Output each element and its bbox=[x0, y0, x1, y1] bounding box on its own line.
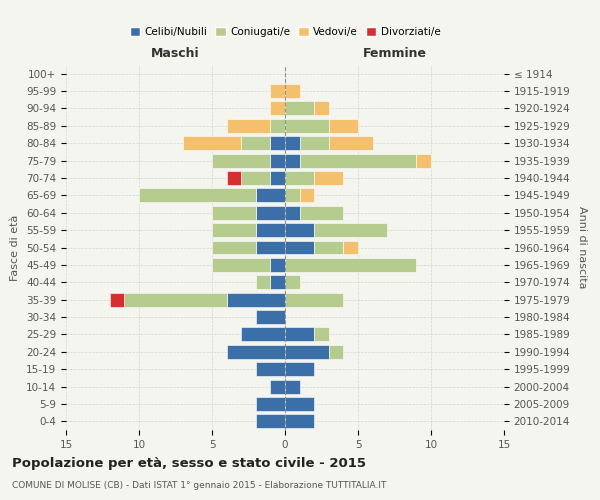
Bar bbox=[256, 310, 285, 324]
Bar bbox=[285, 414, 314, 428]
Bar bbox=[285, 276, 299, 289]
Bar bbox=[212, 223, 256, 237]
Bar bbox=[271, 171, 285, 185]
Bar bbox=[329, 345, 343, 358]
Legend: Celibi/Nubili, Coniugati/e, Vedovi/e, Divorziati/e: Celibi/Nubili, Coniugati/e, Vedovi/e, Di… bbox=[125, 23, 445, 41]
Bar bbox=[299, 154, 416, 168]
Bar bbox=[285, 328, 314, 342]
Bar bbox=[241, 328, 285, 342]
Bar bbox=[271, 119, 285, 133]
Bar bbox=[285, 258, 416, 272]
Bar bbox=[314, 223, 387, 237]
Bar bbox=[256, 276, 271, 289]
Bar bbox=[285, 206, 299, 220]
Bar bbox=[227, 171, 241, 185]
Bar bbox=[110, 292, 124, 306]
Bar bbox=[285, 362, 314, 376]
Bar bbox=[212, 240, 256, 254]
Y-axis label: Fasce di età: Fasce di età bbox=[10, 214, 20, 280]
Bar bbox=[271, 154, 285, 168]
Bar bbox=[256, 240, 285, 254]
Bar bbox=[285, 380, 299, 394]
Bar bbox=[212, 154, 271, 168]
Bar bbox=[285, 154, 299, 168]
Bar bbox=[212, 258, 271, 272]
Bar bbox=[124, 292, 227, 306]
Bar bbox=[241, 136, 271, 150]
Text: Popolazione per età, sesso e stato civile - 2015: Popolazione per età, sesso e stato civil… bbox=[12, 458, 366, 470]
Bar bbox=[299, 206, 343, 220]
Bar bbox=[256, 397, 285, 411]
Bar bbox=[256, 414, 285, 428]
Bar bbox=[416, 154, 431, 168]
Bar bbox=[256, 223, 285, 237]
Bar bbox=[285, 102, 314, 116]
Bar bbox=[256, 362, 285, 376]
Bar bbox=[299, 188, 314, 202]
Bar bbox=[271, 276, 285, 289]
Bar bbox=[285, 223, 314, 237]
Bar bbox=[271, 258, 285, 272]
Bar bbox=[285, 345, 329, 358]
Bar bbox=[227, 345, 285, 358]
Bar bbox=[285, 119, 329, 133]
Bar bbox=[212, 206, 256, 220]
Bar bbox=[139, 188, 256, 202]
Bar bbox=[285, 188, 299, 202]
Bar bbox=[183, 136, 241, 150]
Bar bbox=[314, 328, 329, 342]
Bar bbox=[271, 380, 285, 394]
Bar bbox=[285, 171, 314, 185]
Bar bbox=[227, 119, 271, 133]
Bar bbox=[241, 171, 271, 185]
Text: Femmine: Femmine bbox=[362, 47, 427, 60]
Bar bbox=[329, 136, 373, 150]
Bar bbox=[271, 136, 285, 150]
Bar bbox=[285, 397, 314, 411]
Bar bbox=[285, 292, 343, 306]
Bar bbox=[285, 136, 299, 150]
Bar bbox=[285, 240, 314, 254]
Text: Maschi: Maschi bbox=[151, 47, 200, 60]
Bar bbox=[256, 206, 285, 220]
Bar bbox=[271, 102, 285, 116]
Bar bbox=[256, 188, 285, 202]
Bar bbox=[314, 102, 329, 116]
Bar bbox=[314, 240, 343, 254]
Bar bbox=[227, 292, 285, 306]
Bar bbox=[299, 136, 329, 150]
Bar bbox=[271, 84, 285, 98]
Bar bbox=[314, 171, 343, 185]
Bar bbox=[329, 119, 358, 133]
Bar bbox=[343, 240, 358, 254]
Y-axis label: Anni di nascita: Anni di nascita bbox=[577, 206, 587, 289]
Text: COMUNE DI MOLISE (CB) - Dati ISTAT 1° gennaio 2015 - Elaborazione TUTTITALIA.IT: COMUNE DI MOLISE (CB) - Dati ISTAT 1° ge… bbox=[12, 481, 386, 490]
Bar bbox=[285, 84, 299, 98]
